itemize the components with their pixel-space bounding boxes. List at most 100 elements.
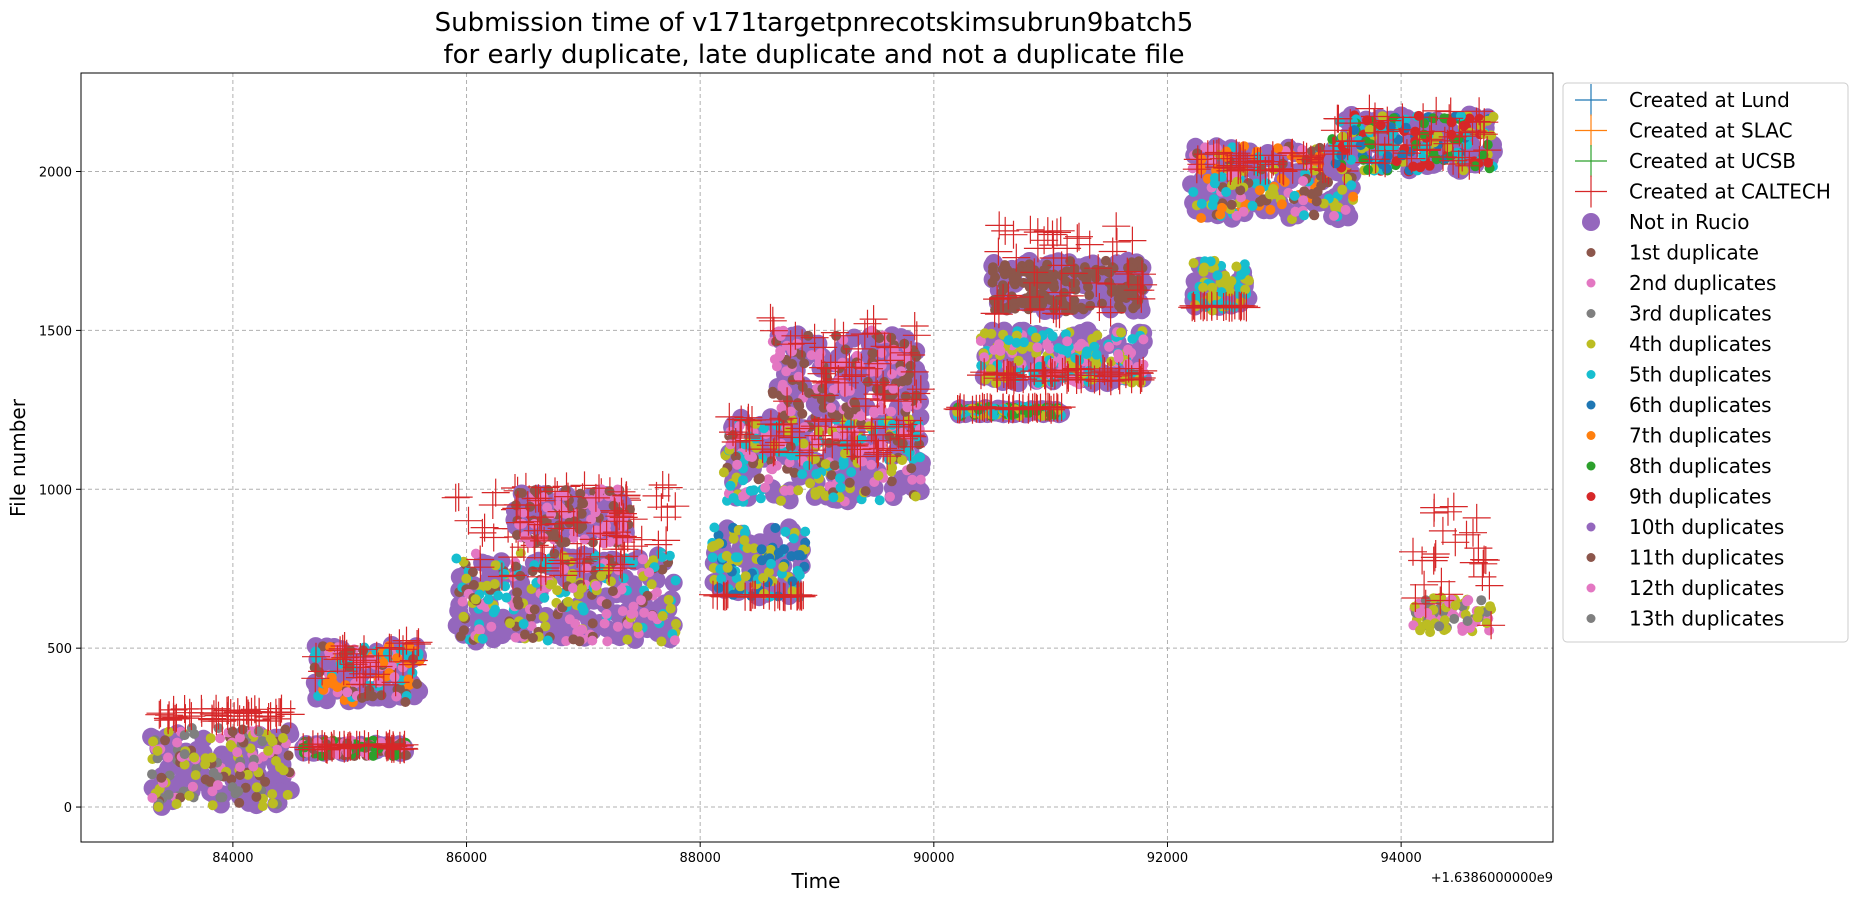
caltech-point	[798, 436, 827, 465]
duplicate-point	[1126, 347, 1137, 358]
duplicate-point	[510, 632, 521, 643]
duplicate-point	[647, 610, 658, 621]
duplicate-point	[732, 459, 743, 470]
duplicate-point	[569, 516, 580, 527]
caltech-point	[830, 368, 859, 397]
caltech-point	[1204, 138, 1233, 167]
duplicate-point	[797, 469, 808, 480]
duplicate-point	[179, 749, 190, 760]
caltech-point	[1459, 548, 1488, 577]
duplicate-point	[776, 495, 786, 506]
duplicate-point	[367, 691, 378, 702]
caltech-point	[301, 664, 330, 693]
caltech-point	[784, 580, 813, 609]
duplicate-point	[1455, 111, 1466, 121]
legend-label: 8th duplicates	[1629, 454, 1772, 478]
not-in-rucio-point	[849, 381, 868, 400]
legend-label: 1st duplicate	[1629, 241, 1759, 265]
duplicate-point	[156, 772, 167, 783]
duplicate-point	[601, 599, 612, 609]
duplicate-point	[1240, 266, 1251, 276]
duplicate-point	[770, 523, 781, 533]
caltech-point	[530, 526, 559, 555]
duplicate-point	[1424, 621, 1435, 632]
duplicate-point	[1082, 346, 1092, 357]
caltech-point	[1023, 218, 1052, 247]
duplicate-point	[1056, 354, 1067, 365]
caltech-point	[531, 556, 560, 585]
caltech-point	[1016, 362, 1045, 391]
caltech-point	[1297, 149, 1326, 178]
caltech-point	[719, 418, 747, 447]
duplicate-point	[1348, 191, 1359, 202]
duplicate-point	[1232, 176, 1243, 187]
caltech-point	[1113, 257, 1142, 286]
caltech-point	[362, 641, 391, 670]
caltech-point	[896, 432, 925, 461]
duplicate-point	[1374, 144, 1385, 155]
duplicate-point	[257, 801, 268, 812]
duplicate-point	[1452, 147, 1462, 158]
caltech-point	[390, 730, 419, 759]
duplicate-point	[860, 486, 871, 497]
duplicate-point	[1030, 272, 1041, 283]
caltech-point	[1126, 276, 1155, 305]
duplicate-point	[838, 459, 849, 470]
caltech-point	[145, 700, 174, 729]
duplicate-point	[257, 736, 268, 747]
caltech-point	[454, 506, 483, 535]
caltech-point	[1097, 360, 1126, 389]
duplicate-point	[1038, 273, 1049, 284]
caltech-point	[1002, 243, 1031, 272]
caltech-point	[1428, 516, 1457, 545]
caltech-point	[773, 387, 802, 416]
caltech-point	[1277, 139, 1306, 168]
duplicate-point	[1221, 187, 1232, 197]
duplicate-point	[391, 691, 402, 702]
duplicate-point	[240, 782, 251, 793]
duplicate-point	[1053, 343, 1064, 354]
caltech-point	[330, 734, 359, 763]
duplicate-point	[1329, 210, 1339, 221]
caltech-point	[608, 522, 637, 551]
legend-label: 13th duplicates	[1629, 607, 1784, 631]
duplicate-point	[728, 533, 739, 544]
duplicate-point	[756, 544, 767, 555]
caltech-point	[513, 491, 542, 520]
duplicate-point	[538, 612, 549, 622]
duplicate-point	[147, 769, 157, 780]
duplicate-point	[519, 629, 530, 640]
caltech-point	[1023, 268, 1052, 297]
caltech-point	[897, 341, 926, 369]
duplicate-point	[1011, 337, 1022, 348]
duplicate-point	[248, 761, 259, 772]
caltech-point	[1434, 497, 1462, 526]
caltech-point	[982, 359, 1011, 388]
duplicate-point	[470, 548, 481, 559]
duplicate-point	[474, 624, 485, 635]
duplicate-point	[546, 509, 557, 520]
duplicate-point	[1067, 278, 1078, 289]
duplicate-point	[866, 459, 877, 470]
caltech-point	[985, 211, 1014, 240]
caltech-point	[735, 426, 764, 455]
duplicate-point	[910, 491, 921, 502]
legend-label: 2nd duplicates	[1629, 271, 1776, 295]
caltech-point	[1470, 545, 1499, 574]
legend-label: Created at Lund	[1629, 88, 1790, 112]
duplicate-point	[793, 371, 804, 382]
duplicate-point	[1415, 162, 1426, 173]
duplicate-point	[1450, 600, 1461, 611]
caltech-point	[1224, 151, 1253, 180]
duplicate-point	[147, 792, 158, 803]
duplicate-point	[1424, 160, 1435, 171]
caltech-point	[1433, 129, 1462, 158]
duplicate-point	[599, 618, 610, 629]
caltech-point	[1445, 118, 1474, 147]
caltech-point	[1374, 117, 1403, 146]
duplicate-point	[740, 571, 751, 582]
caltech-point	[1455, 151, 1484, 180]
caltech-point	[800, 412, 829, 441]
duplicate-point	[205, 733, 216, 744]
duplicate-point	[734, 420, 745, 431]
